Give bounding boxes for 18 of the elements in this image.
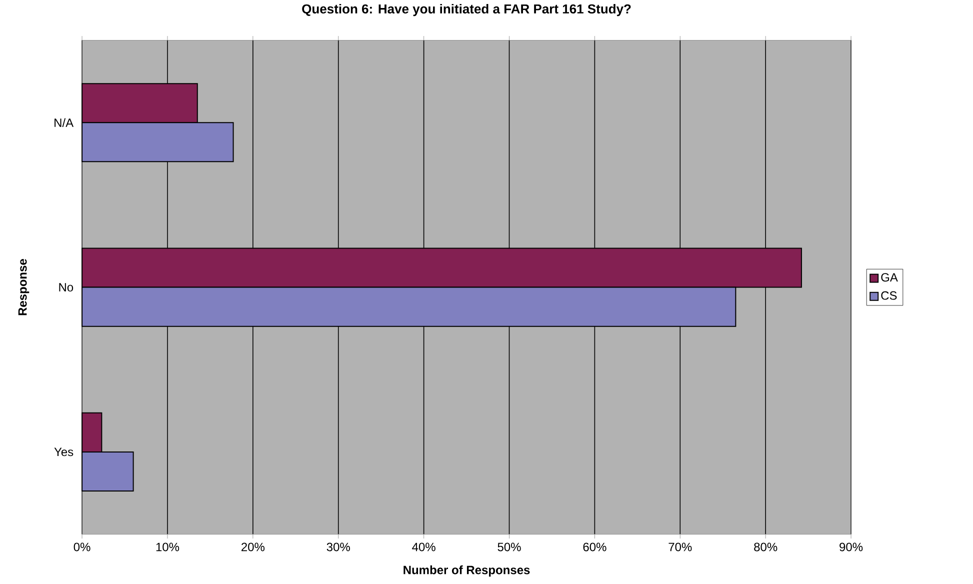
y-tick-label: Yes <box>54 448 74 456</box>
x-tick-label: 60% <box>583 542 606 552</box>
x-axis-title: Number of Responses <box>404 566 530 577</box>
x-tick-label: 90% <box>840 542 863 552</box>
y-tick-label: No <box>59 283 74 292</box>
x-tick-label: 0% <box>74 542 90 552</box>
legend-label: CS <box>881 291 897 300</box>
x-tick-label: 10% <box>156 542 180 552</box>
x-tick-label: 50% <box>498 542 521 552</box>
x-tick-label: 20% <box>242 542 265 552</box>
x-tick-label: 70% <box>668 542 692 552</box>
x-tick-label: 30% <box>326 542 350 552</box>
chart-title: Question 6: Have you initiated a FAR Part 161 Study? <box>302 4 631 16</box>
y-axis-title: Response <box>18 259 30 316</box>
x-tick-label: 80% <box>754 542 778 552</box>
legend-label: GA <box>881 273 898 282</box>
y-tick-label: N/A <box>54 118 74 128</box>
x-tick-label: 40% <box>412 542 436 552</box>
